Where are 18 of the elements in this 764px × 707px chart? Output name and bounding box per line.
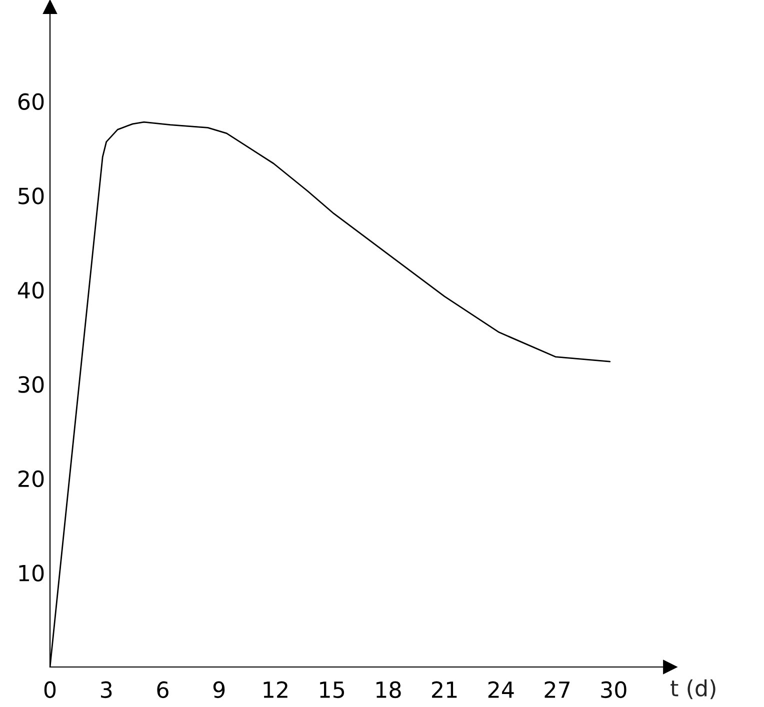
x-axis-title: t (d) [670,679,716,700]
x-tick-label: 6 [157,681,168,698]
y-tick-label: 10 [19,564,44,582]
y-tick-label: 30 [18,376,44,393]
x-tick-label: 21 [432,681,457,698]
y-tick-label: 40 [18,282,44,299]
x-tick-label: 24 [488,681,514,698]
x-tick-label: 18 [376,681,401,698]
x-tick-label: 9 [213,681,225,698]
x-tick-label: 30 [601,681,626,698]
x-tick-label: 12 [264,681,288,698]
x-tick-label: 27 [544,681,570,698]
y-tick-label: 60 [18,93,44,110]
x-tick-label: 0 [44,681,56,698]
y-tick-label: 50 [18,188,44,204]
x-tick-label: 15 [320,682,344,698]
y-tick-label: 20 [18,470,44,488]
x-tick-label: 3 [100,681,112,698]
